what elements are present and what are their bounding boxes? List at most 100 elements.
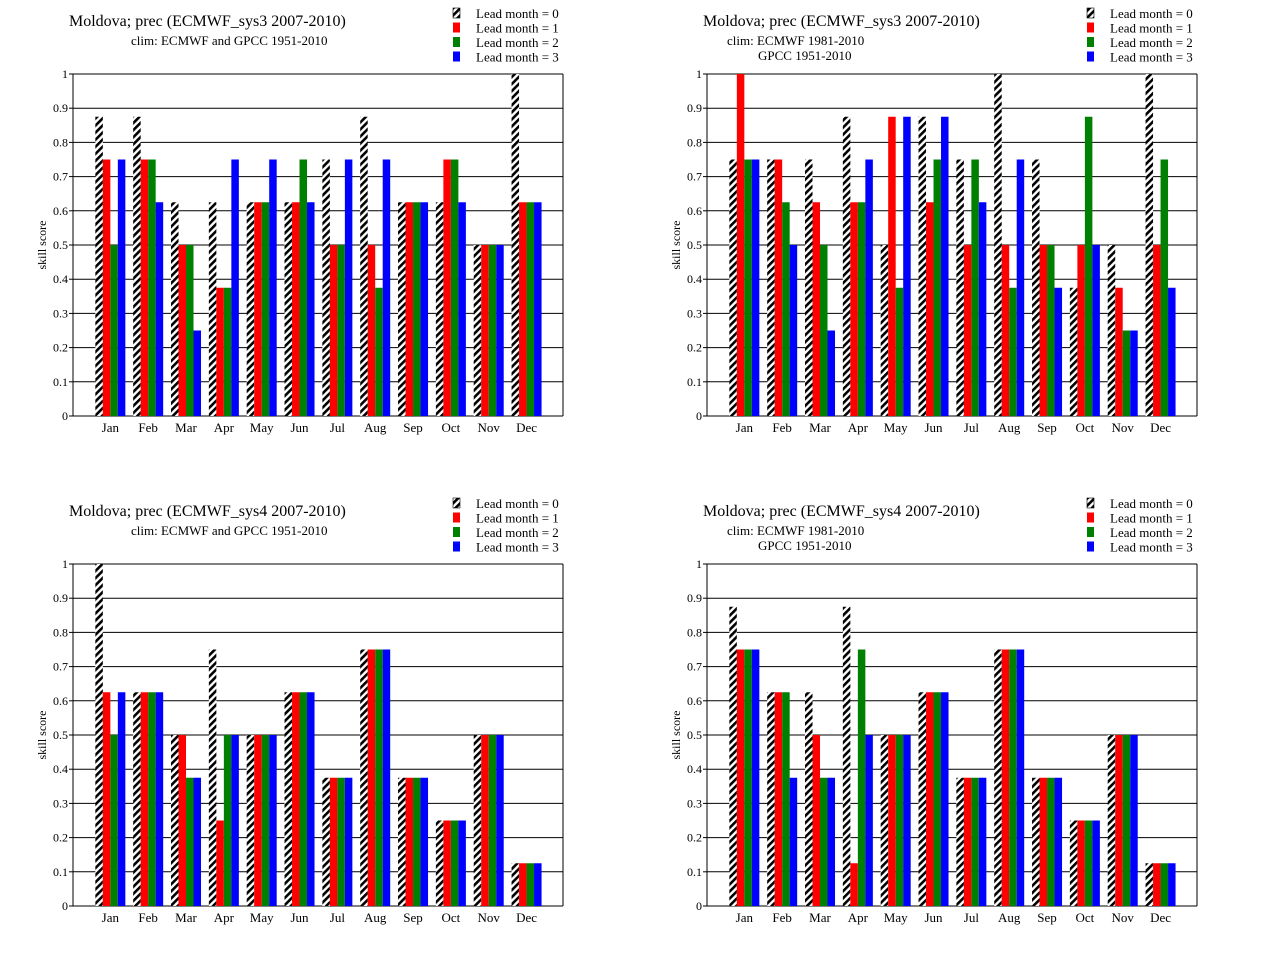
bar-jul-lead-1 (329, 245, 338, 416)
bar-apr-lead-0 (842, 606, 851, 906)
bar-may-lead-2 (895, 735, 904, 906)
bar-sep-lead-1 (405, 777, 414, 906)
bar-aug-lead-1 (1001, 649, 1010, 906)
bar-jul-lead-1 (963, 777, 972, 906)
bar-sep-lead-3 (420, 202, 429, 416)
x-tick-label: Dec (516, 910, 537, 925)
x-tick-label: Jan (102, 910, 120, 925)
y-tick-label: 0 (62, 899, 68, 913)
x-tick-label: Jan (736, 420, 754, 435)
bar-may-lead-3 (269, 159, 277, 416)
bar-sep-lead-0 (398, 202, 406, 416)
x-tick-label: Apr (214, 910, 235, 925)
legend-entry: Lead month = 1 (1110, 511, 1193, 526)
legend-entry: Lead month = 2 (1110, 35, 1193, 50)
x-tick-label: Nov (1112, 910, 1135, 925)
bar-jul-lead-0 (956, 777, 964, 906)
legend-swatch (453, 527, 460, 537)
x-tick-label: Nov (478, 910, 501, 925)
legend-swatch (453, 541, 460, 552)
bar-jan-lead-3 (751, 159, 760, 416)
bar-sep-lead-0 (398, 777, 406, 906)
bar-sep-lead-1 (405, 202, 414, 416)
bar-jul-lead-0 (956, 159, 964, 416)
legend-entry: Lead month = 3 (476, 50, 559, 65)
bar-sep-lead-2 (1047, 777, 1055, 906)
x-tick-label: Sep (403, 910, 423, 925)
bar-mar-lead-1 (178, 245, 187, 416)
y-tick-label: 0.2 (687, 831, 702, 845)
legend-entry: Lead month = 2 (476, 525, 559, 540)
bar-jun-lead-0 (284, 692, 293, 906)
x-tick-label: Dec (1150, 910, 1171, 925)
bar-dec-lead-2 (1160, 159, 1169, 416)
x-tick-label: Oct (1075, 420, 1094, 435)
bar-jun-lead-1 (926, 202, 934, 416)
bar-jun-lead-1 (292, 692, 300, 906)
y-tick-label: 0.1 (687, 865, 702, 879)
bar-jul-lead-0 (322, 777, 330, 906)
bar-mar-lead-0 (171, 202, 179, 416)
x-tick-label: Feb (772, 420, 792, 435)
bar-mar-lead-2 (820, 777, 828, 906)
chart-subtitle: clim: ECMWF and GPCC 1951-2010 (131, 33, 327, 48)
chart-title: Moldova; prec (ECMWF_sys3 2007-2010) (703, 13, 980, 30)
legend-swatch (452, 7, 461, 19)
x-tick-label: Mar (809, 420, 831, 435)
x-tick-label: Jun (290, 420, 309, 435)
bar-nov-lead-0 (1107, 245, 1116, 416)
bar-mar-lead-1 (178, 735, 187, 906)
bar-oct-lead-1 (443, 820, 451, 906)
bar-oct-lead-3 (458, 202, 466, 416)
bar-aug-lead-3 (1016, 649, 1025, 906)
bar-jul-lead-1 (329, 777, 338, 906)
legend-swatch (1087, 37, 1094, 47)
bar-apr-lead-1 (850, 863, 858, 906)
bar-feb-lead-0 (767, 159, 775, 416)
x-tick-label: Jan (736, 910, 754, 925)
y-tick-label: 0.1 (53, 865, 68, 879)
bar-jun-lead-0 (284, 202, 293, 416)
bar-nov-lead-3 (496, 245, 504, 416)
chart-subtitle: GPCC 1951-2010 (758, 538, 852, 553)
bar-aug-lead-0 (994, 649, 1002, 906)
bar-sep-lead-1 (1039, 245, 1048, 416)
bar-may-lead-1 (888, 116, 896, 416)
y-tick-label: 0.3 (687, 796, 702, 810)
y-tick-label: 0.9 (687, 101, 702, 115)
bar-oct-lead-0 (1069, 820, 1078, 906)
bar-jul-lead-3 (978, 202, 987, 416)
bar-oct-lead-2 (1084, 116, 1093, 416)
bar-dec-lead-1 (519, 863, 527, 906)
bar-oct-lead-3 (1092, 820, 1100, 906)
bar-jun-lead-3 (941, 116, 949, 416)
legend-entry: Lead month = 3 (1110, 540, 1193, 555)
bar-apr-lead-2 (857, 202, 866, 416)
chart-panel-3: Moldova; prec (ECMWF_sys4 2007-2010) clim… (35, 496, 564, 925)
bar-dec-lead-2 (526, 202, 535, 416)
bar-sep-lead-3 (1054, 777, 1063, 906)
x-tick-label: Nov (478, 420, 501, 435)
x-tick-label: Mar (809, 910, 831, 925)
bar-feb-lead-0 (133, 116, 141, 416)
legend-entry: Lead month = 3 (476, 540, 559, 555)
legend-entry: Lead month = 2 (476, 35, 559, 50)
y-tick-label: 0.4 (53, 762, 68, 776)
bar-oct-lead-0 (435, 820, 444, 906)
bar-jul-lead-2 (971, 159, 979, 416)
bar-may-lead-3 (903, 735, 911, 906)
y-tick-label: 0.7 (53, 660, 68, 674)
bar-oct-lead-0 (435, 202, 444, 416)
legend-swatch (1087, 541, 1094, 552)
y-tick-label: 0.9 (687, 591, 702, 605)
legend-swatch (453, 51, 460, 62)
y-tick-label: 0.1 (687, 375, 702, 389)
legend-swatch (452, 497, 461, 509)
chart-title: Moldova; prec (ECMWF_sys4 2007-2010) (69, 503, 346, 520)
x-tick-label: Dec (1150, 420, 1171, 435)
bar-may-lead-0 (880, 245, 889, 416)
x-tick-label: Oct (441, 420, 460, 435)
bar-sep-lead-0 (1032, 159, 1040, 416)
bar-oct-lead-1 (443, 159, 451, 416)
bar-jan-lead-0 (95, 116, 103, 416)
